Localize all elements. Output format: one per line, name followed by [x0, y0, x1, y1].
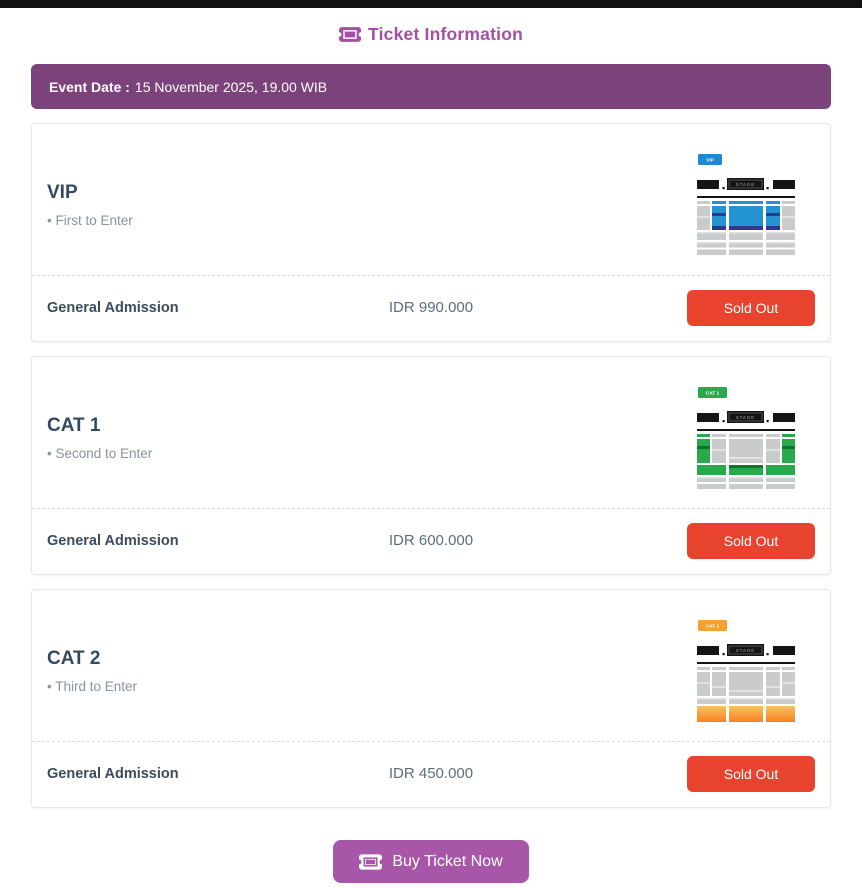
buy-ticket-now-button[interactable]: Buy Ticket Now — [333, 840, 529, 883]
svg-text:VIP: VIP — [706, 158, 715, 164]
ticket-entry-note: • Third to Enter — [47, 679, 138, 694]
svg-text:STAGE: STAGE — [736, 648, 755, 653]
ticket-category-name: CAT 2 — [47, 648, 101, 669]
tier-label: General Admission — [47, 532, 179, 549]
seating-map-image: CAT 2 STAGE — [697, 620, 795, 723]
ticket-price: IDR 990.000 — [388, 299, 474, 316]
ticket-price: IDR 450.000 — [388, 765, 474, 782]
event-date-banner: Event Date : 15 November 2025, 19.00 WIB — [31, 64, 831, 109]
button-zone: Sold Out — [559, 289, 815, 326]
ticket-entry-note: • First to Enter — [47, 213, 133, 228]
buy-ticket-label: Buy Ticket Now — [392, 852, 503, 870]
ticket-card: CAT 1 • Second to Enter CAT 1 STAGE Gener… — [31, 356, 831, 575]
ticket-card-list: VIP • First to Enter VIP STAGE General Ad… — [0, 123, 862, 808]
tier-label: General Admission — [47, 299, 179, 316]
ticket-icon — [359, 853, 383, 870]
ticket-entry-note: • Second to Enter — [47, 446, 153, 461]
ticket-category-name: CAT 1 — [47, 415, 101, 436]
button-zone: Sold Out — [559, 522, 815, 559]
page-title: Ticket Information — [368, 23, 523, 44]
svg-text:STAGE: STAGE — [736, 415, 755, 420]
seating-map-image: VIP STAGE — [697, 154, 795, 257]
ticket-info: CAT 1 • Second to Enter — [47, 415, 152, 508]
svg-text:CAT 2: CAT 2 — [706, 624, 720, 630]
ticket-card-bottom: General Admission IDR 990.000 Sold Out — [32, 275, 830, 341]
seating-map-image: CAT 1 STAGE — [697, 387, 795, 490]
ticket-info: VIP • First to Enter — [47, 182, 133, 275]
buy-ticket-row: Buy Ticket Now — [0, 840, 862, 883]
svg-text:STAGE: STAGE — [736, 182, 755, 187]
ticket-info: CAT 2 • Third to Enter — [47, 648, 137, 741]
ticket-icon — [339, 26, 362, 42]
event-date-label: Event Date : — [49, 78, 130, 95]
sold-out-button[interactable]: Sold Out — [687, 755, 815, 792]
ticket-category-name: VIP — [47, 182, 78, 203]
ticket-card-bottom: General Admission IDR 600.000 Sold Out — [32, 508, 830, 574]
top-black-bar — [0, 0, 862, 8]
page-header: Ticket Information — [0, 21, 862, 47]
ticket-card-top: VIP • First to Enter VIP STAGE — [32, 124, 830, 275]
tier-label: General Admission — [47, 765, 179, 782]
button-zone: Sold Out — [559, 755, 815, 792]
sold-out-button[interactable]: Sold Out — [687, 289, 815, 326]
sold-out-button[interactable]: Sold Out — [687, 522, 815, 559]
ticket-card-top: CAT 2 • Third to Enter CAT 2 STAGE — [32, 590, 830, 741]
ticket-card-top: CAT 1 • Second to Enter CAT 1 STAGE — [32, 357, 830, 508]
event-date-value: 15 November 2025, 19.00 WIB — [134, 78, 328, 95]
ticket-card-bottom: General Admission IDR 450.000 Sold Out — [32, 741, 830, 807]
ticket-price: IDR 600.000 — [388, 532, 474, 549]
ticket-card: VIP • First to Enter VIP STAGE General Ad… — [31, 123, 831, 342]
svg-text:CAT 1: CAT 1 — [706, 391, 720, 397]
ticket-card: CAT 2 • Third to Enter CAT 2 STAGE Genera… — [31, 589, 831, 808]
